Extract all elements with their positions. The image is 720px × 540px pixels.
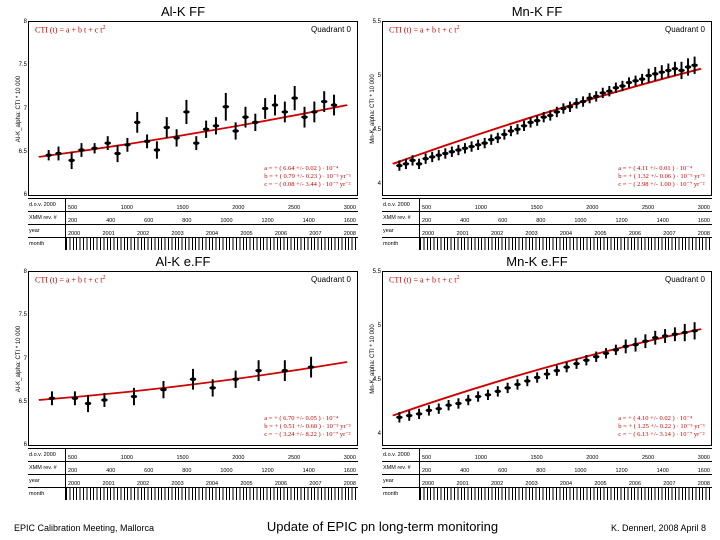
axis-tick-labels: 50010001500200025003000 — [65, 449, 358, 461]
axis-row-label: year — [28, 478, 65, 484]
axis-tick-labels: 50010001500200025003000 — [65, 199, 358, 211]
axis-row: month — [28, 487, 358, 500]
axis-row-label: XMM rev. # — [382, 465, 419, 471]
chart-panel: Mn-K FF Mn-K_alpha: CTI * 10 00044.555.5C… — [362, 4, 712, 250]
footer-center: Update of EPIC pn long-term monitoring — [154, 519, 611, 534]
axis-row-label: month — [382, 241, 419, 247]
plot-area: Mn-K_alpha: CTI * 10 00044.555.5CTI (t) … — [382, 21, 712, 196]
month-ticks — [65, 488, 358, 500]
axis-row: year200020012002200320042005200620072008 — [382, 224, 712, 237]
plot-area: Mn-K_alpha: CTI * 10 00044.555.5CTI (t) … — [382, 271, 712, 446]
axis-tick-labels: 2004006008001000120014001600 — [65, 212, 358, 224]
axis-row-label: d.o.v. 2000 — [382, 202, 419, 208]
axis-row: d.o.v. 200050010001500200025003000 — [28, 448, 358, 461]
axis-row-label: d.o.v. 2000 — [28, 202, 65, 208]
scatter-plot — [383, 272, 711, 445]
axis-row-label: year — [382, 228, 419, 234]
axis-row-label: XMM rev. # — [382, 215, 419, 221]
month-ticks — [419, 488, 712, 500]
axis-tick-labels: 200020012002200320042005200620072008 — [419, 225, 712, 237]
scatter-plot — [29, 22, 357, 195]
month-ticks — [65, 238, 358, 250]
axis-row: year200020012002200320042005200620072008 — [382, 474, 712, 487]
axis-row: year200020012002200320042005200620072008 — [28, 474, 358, 487]
time-axes: d.o.v. 200050010001500200025003000XMM re… — [28, 198, 358, 250]
fit-curve — [393, 69, 701, 164]
axis-tick-labels: 200020012002200320042005200620072008 — [65, 475, 358, 487]
scatter-plot — [383, 22, 711, 195]
axis-tick-labels: 50010001500200025003000 — [419, 199, 712, 211]
axis-row: XMM rev. #2004006008001000120014001600 — [382, 211, 712, 224]
y-axis-ticks: 44.555.5 — [369, 22, 381, 195]
axis-tick-labels: 200020012002200320042005200620072008 — [65, 225, 358, 237]
axis-row: month — [28, 237, 358, 250]
panel-title: Mn-K FF — [362, 4, 712, 19]
axis-tick-labels: 200020012002200320042005200620072008 — [419, 475, 712, 487]
axis-row-label: month — [28, 241, 65, 247]
chart-grid: Al-K FF Al-K_alpha: CTI * 10 00066.577.58… — [0, 0, 720, 500]
time-axes: d.o.v. 200050010001500200025003000XMM re… — [382, 448, 712, 500]
axis-row: XMM rev. #2004006008001000120014001600 — [382, 461, 712, 474]
chart-panel: Al-K FF Al-K_alpha: CTI * 10 00066.577.58… — [8, 4, 358, 250]
y-axis-ticks: 44.555.5 — [369, 272, 381, 445]
scatter-plot — [29, 272, 357, 445]
axis-row: month — [382, 487, 712, 500]
axis-row-label: year — [382, 478, 419, 484]
footer-right: K. Dennerl, 2008 April 8 — [611, 523, 706, 533]
axis-row: d.o.v. 200050010001500200025003000 — [382, 448, 712, 461]
panel-title: Al-K FF — [8, 4, 358, 19]
axis-row-label: XMM rev. # — [28, 465, 65, 471]
time-axes: d.o.v. 200050010001500200025003000XMM re… — [382, 198, 712, 250]
axis-row: month — [382, 237, 712, 250]
axis-row-label: month — [28, 491, 65, 497]
axis-row-label: d.o.v. 2000 — [382, 452, 419, 458]
y-axis-ticks: 66.577.58 — [15, 22, 27, 195]
axis-row: year200020012002200320042005200620072008 — [28, 224, 358, 237]
axis-tick-labels: 2004006008001000120014001600 — [65, 462, 358, 474]
axis-row: XMM rev. #2004006008001000120014001600 — [28, 461, 358, 474]
plot-area: Al-K_alpha: CTI * 10 00066.577.58CTI (t)… — [28, 21, 358, 196]
panel-title: Al-K e.FF — [8, 254, 358, 269]
panel-title: Mn-K e.FF — [362, 254, 712, 269]
chart-panel: Mn-K e.FF Mn-K_alpha: CTI * 10 00044.555.… — [362, 254, 712, 500]
axis-row-label: XMM rev. # — [28, 215, 65, 221]
fit-curve — [39, 105, 347, 157]
footer-left: EPIC Calibration Meeting, Mallorca — [14, 523, 154, 533]
y-axis-ticks: 66.577.58 — [15, 272, 27, 445]
axis-tick-labels: 2004006008001000120014001600 — [419, 462, 712, 474]
axis-row: XMM rev. #2004006008001000120014001600 — [28, 211, 358, 224]
time-axes: d.o.v. 200050010001500200025003000XMM re… — [28, 448, 358, 500]
axis-row: d.o.v. 200050010001500200025003000 — [28, 198, 358, 211]
axis-tick-labels: 50010001500200025003000 — [419, 449, 712, 461]
chart-panel: Al-K e.FF Al-K_alpha: CTI * 10 00066.577.… — [8, 254, 358, 500]
axis-row-label: d.o.v. 2000 — [28, 452, 65, 458]
slide-footer: EPIC Calibration Meeting, Mallorca Updat… — [0, 519, 720, 534]
axis-row-label: month — [382, 491, 419, 497]
plot-area: Al-K_alpha: CTI * 10 00066.577.58CTI (t)… — [28, 271, 358, 446]
month-ticks — [419, 238, 712, 250]
axis-tick-labels: 2004006008001000120014001600 — [419, 212, 712, 224]
axis-row-label: year — [28, 228, 65, 234]
axis-row: d.o.v. 200050010001500200025003000 — [382, 198, 712, 211]
